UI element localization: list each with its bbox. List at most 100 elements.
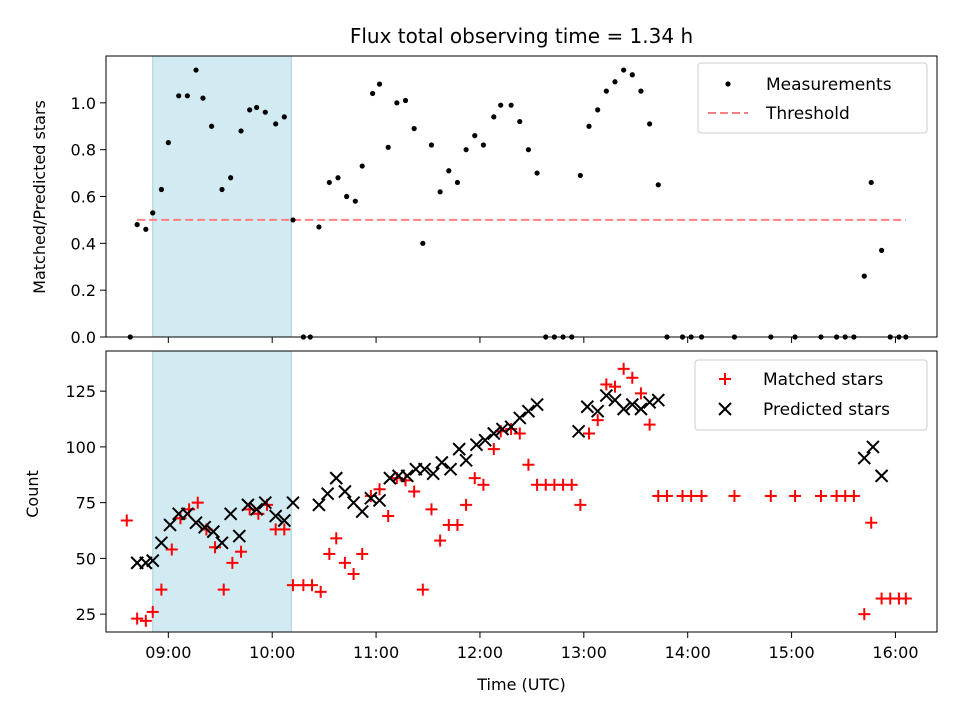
predicted-star-point	[651, 393, 665, 407]
measurement-point	[629, 72, 635, 78]
matched-star-point	[858, 608, 871, 621]
matched-star-point	[565, 478, 578, 491]
matched-star-point	[356, 547, 369, 560]
top-plot-frame	[105, 55, 938, 338]
predicted-star-point	[599, 388, 614, 403]
predicted-star-point	[355, 504, 369, 519]
matched-star-point	[139, 614, 152, 627]
predicted-star-point	[154, 536, 169, 550]
matched-star-point	[583, 427, 596, 440]
matched-star-point	[591, 414, 604, 427]
predicted-star-point	[215, 536, 229, 550]
top-y-tick-label: 0.8	[71, 141, 96, 160]
predicted-star-point	[286, 495, 300, 510]
legend-measurements-label: Measurements	[766, 75, 892, 95]
matched-star-point	[314, 585, 327, 598]
predicted-star-point	[241, 498, 255, 512]
measurement-point	[326, 179, 332, 186]
matched-star-point	[306, 579, 319, 592]
matched-star-point	[468, 472, 481, 485]
measurement-point	[394, 100, 400, 106]
matched-star-point	[505, 423, 518, 436]
bottom-y-axis-label: Count	[23, 470, 42, 518]
predicted-star-point	[146, 553, 160, 568]
measurement-point	[491, 114, 497, 120]
matched-star-point	[451, 518, 464, 531]
matched-star-point	[643, 418, 656, 431]
measurement-point	[861, 273, 867, 279]
measurement-point	[238, 128, 244, 134]
measurement-point	[586, 123, 592, 129]
matched-star-point	[460, 498, 473, 511]
predicted-star-point	[443, 462, 458, 476]
measurement-point	[134, 222, 140, 228]
measurement-point	[184, 93, 190, 99]
measurement-point	[193, 67, 199, 73]
predicted-star-point	[383, 471, 397, 485]
matched-star-point	[226, 556, 239, 569]
predicted-star-point	[452, 442, 466, 456]
matched-star-point	[574, 498, 587, 511]
bottom-legend-box	[694, 359, 928, 431]
matched-star-point	[789, 489, 802, 502]
matched-star-point	[373, 483, 386, 496]
predicted-star-point	[459, 453, 473, 467]
measurement-point	[655, 182, 661, 188]
matched-star-point	[617, 362, 630, 375]
matched-star-point	[425, 503, 438, 516]
x-tick-label: 14:00	[665, 643, 711, 662]
matched-star-point	[865, 516, 878, 529]
legend-predicted-label: Predicted stars	[763, 400, 890, 420]
measurement-point	[385, 144, 391, 150]
predicted-star-point	[513, 411, 527, 425]
matched-star-point	[899, 592, 912, 605]
top-y-tick-label: 0.2	[71, 281, 96, 300]
top-y-tick-label: 1.0	[71, 94, 96, 113]
measurement-point	[143, 226, 149, 232]
measurement-point	[402, 97, 409, 104]
legend-matched-label: Matched stars	[763, 370, 883, 390]
predicted-star-point	[268, 509, 283, 523]
matched-star-point	[815, 489, 828, 502]
measurement-point	[612, 79, 618, 85]
x-axis-label: Time (UTC)	[476, 675, 565, 694]
matched-star-point	[600, 378, 613, 391]
predicted-star-point	[874, 469, 889, 483]
measurement-point	[534, 170, 540, 176]
matched-star-point	[347, 568, 360, 581]
measurement-point	[480, 142, 487, 148]
predicted-star-point	[189, 516, 203, 530]
top-y-axis-label: Matched/Predicted stars	[30, 100, 49, 294]
top-panel: 0.0 0.2 0.4 0.6 0.8 1.0 Flux total observing …	[30, 24, 938, 347]
predicted-star-point	[469, 437, 484, 452]
predicted-star-point	[530, 397, 544, 412]
measurement-point	[158, 186, 164, 193]
matched-star-point	[487, 443, 500, 456]
measurement-point	[344, 193, 350, 200]
legend-measurements-marker	[725, 81, 731, 87]
measurement-point	[638, 88, 644, 94]
predicted-star-point	[590, 404, 605, 418]
predicted-star-point	[521, 404, 536, 418]
measurement-point	[254, 104, 260, 111]
predicted-star-point	[320, 487, 335, 501]
measurement-point	[621, 67, 627, 73]
measurement-point	[200, 95, 206, 101]
predicted-star-point	[163, 518, 177, 532]
measurement-point	[335, 175, 341, 181]
measurement-point	[446, 168, 452, 174]
predicted-star-point	[487, 426, 501, 441]
predicted-star-point	[223, 507, 238, 521]
measurement-point	[508, 102, 514, 108]
measurement-point	[577, 172, 583, 179]
top-y-tick-label: 0.4	[71, 234, 96, 253]
predicted-star-point	[426, 466, 440, 481]
bottom-legend: Matched stars Predicted stars	[694, 359, 928, 431]
top-y-tick-label: 0.6	[71, 188, 96, 207]
bottom-panel: 25 50 75 100 125 09:00 10:00 11:00 12:00 13:00 14:…	[23, 350, 938, 694]
predicted-star-point	[571, 424, 586, 438]
measurement-point	[273, 121, 279, 127]
matched-star-point	[146, 605, 159, 618]
measurement-point	[463, 147, 469, 153]
